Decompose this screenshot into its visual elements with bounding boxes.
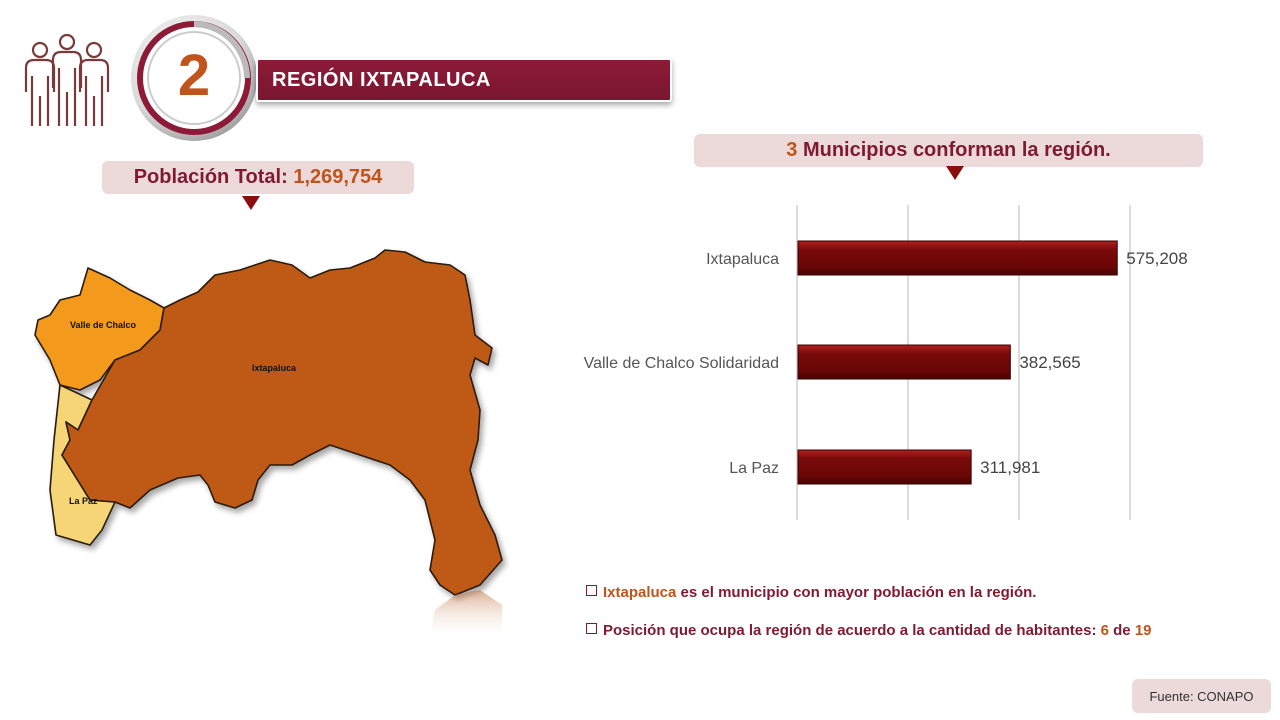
region-number-badge: 2 xyxy=(128,12,260,144)
municipios-callout: 3 Municipios conforman la región. xyxy=(694,134,1203,167)
population-callout: Población Total: 1,269,754 xyxy=(102,161,414,194)
bullet-largest-municipio: Ixtapaluca es el municipio con mayor pob… xyxy=(586,584,1036,601)
map-region-ixtapaluca xyxy=(61,249,503,596)
chart-value-label: 382,565 xyxy=(1019,353,1080,372)
region-title: REGIÓN IXTAPALUCA xyxy=(272,68,491,91)
chart-category-label: Ixtapaluca xyxy=(706,251,779,268)
population-bar-chart: Ixtapaluca Valle de Chalco Solidaridad La … xyxy=(584,205,1188,520)
chart-category-label: La Paz xyxy=(729,460,779,477)
population-callout-arrow-icon xyxy=(242,196,260,210)
source-note: Fuente: CONAPO xyxy=(1132,679,1271,713)
checkbox-bullet-icon xyxy=(586,585,597,596)
map-region-valle-de-chalco xyxy=(34,267,165,391)
chart-category-label: Valle de Chalco Solidaridad xyxy=(584,355,779,372)
map-label-valle-de-chalco: Valle de Chalco xyxy=(70,320,137,330)
badge-ring-icon xyxy=(131,15,257,141)
municipios-text: Municipios conforman la región. xyxy=(802,139,1111,161)
map-label-la-paz: La Paz xyxy=(69,496,98,506)
population-label: Población Total: xyxy=(133,166,288,188)
chart-bar xyxy=(797,240,1118,276)
bullet-2-text: Posición que ocupa la región de acuerdo … xyxy=(603,622,1097,639)
municipios-callout-arrow-icon xyxy=(946,166,964,180)
chart-bar xyxy=(797,344,1011,380)
region-map: Valle de Chalco Ixtapaluca La Paz xyxy=(34,249,503,640)
bullet-1-highlight: Ixtapaluca xyxy=(603,584,677,601)
region-title-banner: REGIÓN IXTAPALUCA xyxy=(256,58,672,102)
bullet-2-total: 19 xyxy=(1134,622,1152,639)
region-number: 2 xyxy=(177,43,211,108)
chart-bar xyxy=(797,449,972,485)
municipios-count: 3 xyxy=(786,139,798,161)
bullet-2-rank: 6 xyxy=(1100,622,1109,639)
bullet-region-rank: Posición que ocupa la región de acuerdo … xyxy=(586,622,1152,639)
map-label-ixtapaluca: Ixtapaluca xyxy=(252,363,297,373)
chart-value-label: 311,981 xyxy=(980,458,1040,477)
population-value: 1,269,754 xyxy=(293,166,383,188)
people-group-icon xyxy=(24,33,110,126)
bullet-1-text: es el municipio con mayor población en l… xyxy=(680,584,1037,601)
checkbox-bullet-icon xyxy=(586,623,597,634)
bullet-2-of: de xyxy=(1113,622,1131,639)
chart-value-label: 575,208 xyxy=(1126,249,1187,268)
